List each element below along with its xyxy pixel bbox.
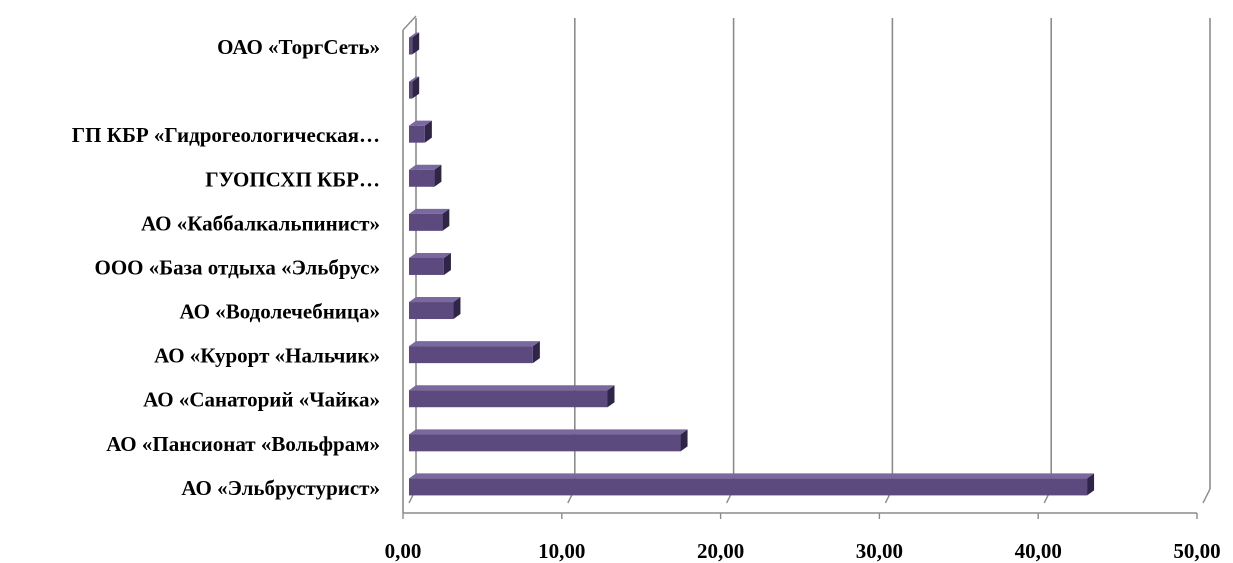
bar-front-face [409,302,453,319]
bar [409,165,441,187]
gridline-foot [1203,489,1210,503]
bar-front-face [409,346,533,363]
category-label: ОАО «ТоргСеть» [217,35,380,59]
x-tick-label: 0,00 [385,539,422,563]
bar-front-face [409,390,608,407]
bar-top-face [409,341,540,346]
bar-front-face [409,258,444,275]
x-tick-label: 30,00 [856,539,903,563]
y-axis-top-edge [403,16,416,30]
bar-front-face [409,38,412,55]
category-label: ГП КБР «Гидрогеологическая… [72,123,380,147]
x-tick-label: 40,00 [1015,539,1062,563]
category-label: ГУОПСХП КБР… [205,167,380,191]
bar [409,385,615,407]
bar-front-face [409,478,1087,495]
category-label: АО «Пансионат «Вольфрам» [106,432,380,456]
bar [409,209,449,231]
category-label: ООО «База отдыха «Эльбрус» [94,255,380,279]
bar-front-face [409,126,425,143]
category-label: АО «Каббалкальпинист» [141,211,380,235]
bar [409,253,451,275]
bar [409,341,540,363]
bar [409,121,432,143]
bar [409,473,1094,495]
bar [409,297,460,319]
category-label: АО «Санаторий «Чайка» [143,388,380,412]
category-label: АО «Водолечебница» [180,300,381,324]
bar-top-face [409,297,460,302]
bar [409,77,419,99]
bar [409,429,688,451]
bar [409,33,419,55]
category-label: АО «Эльбрустурист» [181,476,380,500]
bar-front-face [409,214,442,231]
x-tick-label: 20,00 [697,539,744,563]
category-labels: ОАО «ТоргСеть» ГП КБР «Гидрогеологическая… [72,35,380,500]
bar-front-face [409,82,412,99]
bar-top-face [409,385,615,390]
x-tick-label: 10,00 [538,539,585,563]
bar-front-face [409,170,434,187]
bar-top-face [409,473,1094,478]
bar-top-face [409,429,688,434]
x-tick-label: 50,00 [1173,539,1220,563]
bar-top-face [409,209,449,214]
category-label: АО «Курорт «Нальчик» [154,344,380,368]
x-tick-labels: 0,00 10,00 20,00 30,00 40,00 50,00 [385,539,1221,563]
bar-top-face [409,253,451,258]
bars [409,33,1094,496]
bar-front-face [409,434,681,451]
